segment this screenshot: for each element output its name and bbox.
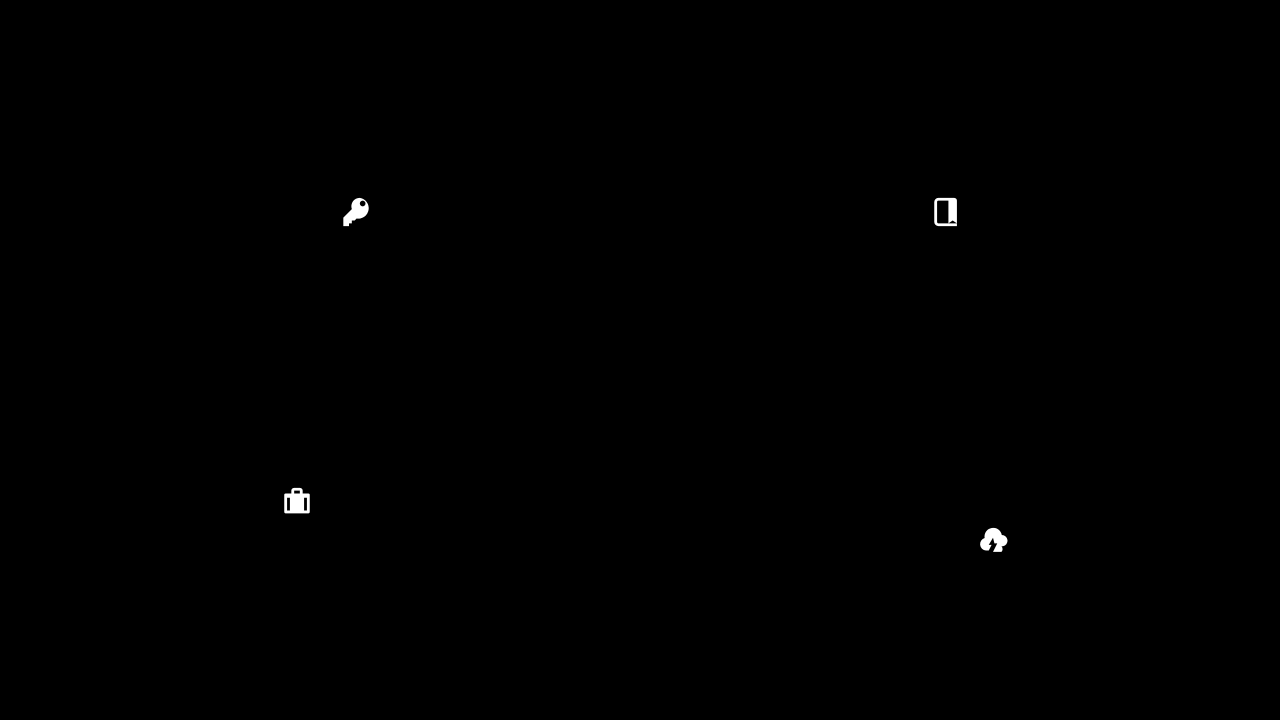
briefcase-icon [280, 485, 314, 519]
hex-red [260, 460, 334, 544]
hex-yellow [956, 500, 1030, 584]
ring-svg [450, 232, 830, 612]
hex-blue [910, 170, 984, 254]
circular-process-ring [450, 232, 830, 612]
key-icon [340, 195, 374, 229]
diagram-stage [0, 150, 1280, 710]
hex-green [320, 170, 394, 254]
book-icon [930, 195, 964, 229]
cloud-bolt-icon [976, 525, 1010, 559]
